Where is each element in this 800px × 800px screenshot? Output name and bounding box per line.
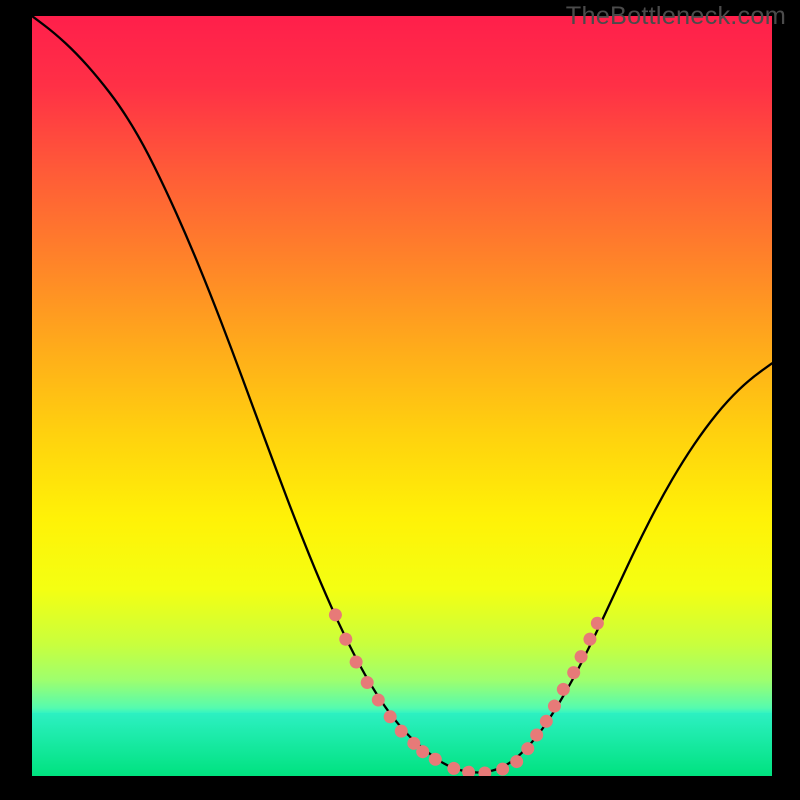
highlight-marker xyxy=(445,760,462,776)
highlight-marker xyxy=(392,722,410,740)
chart-svg xyxy=(32,16,772,776)
highlight-markers-group xyxy=(327,606,606,776)
chart-container: TheBottleneck.com xyxy=(0,0,800,800)
highlight-marker xyxy=(519,740,537,758)
highlight-marker xyxy=(327,606,344,623)
highlight-marker xyxy=(508,752,526,770)
bottleneck-curve xyxy=(32,16,772,773)
plot-area xyxy=(32,16,772,776)
highlight-marker xyxy=(461,765,476,776)
highlight-marker xyxy=(478,766,492,776)
watermark-text: TheBottleneck.com xyxy=(566,2,786,31)
highlight-marker xyxy=(337,631,354,648)
